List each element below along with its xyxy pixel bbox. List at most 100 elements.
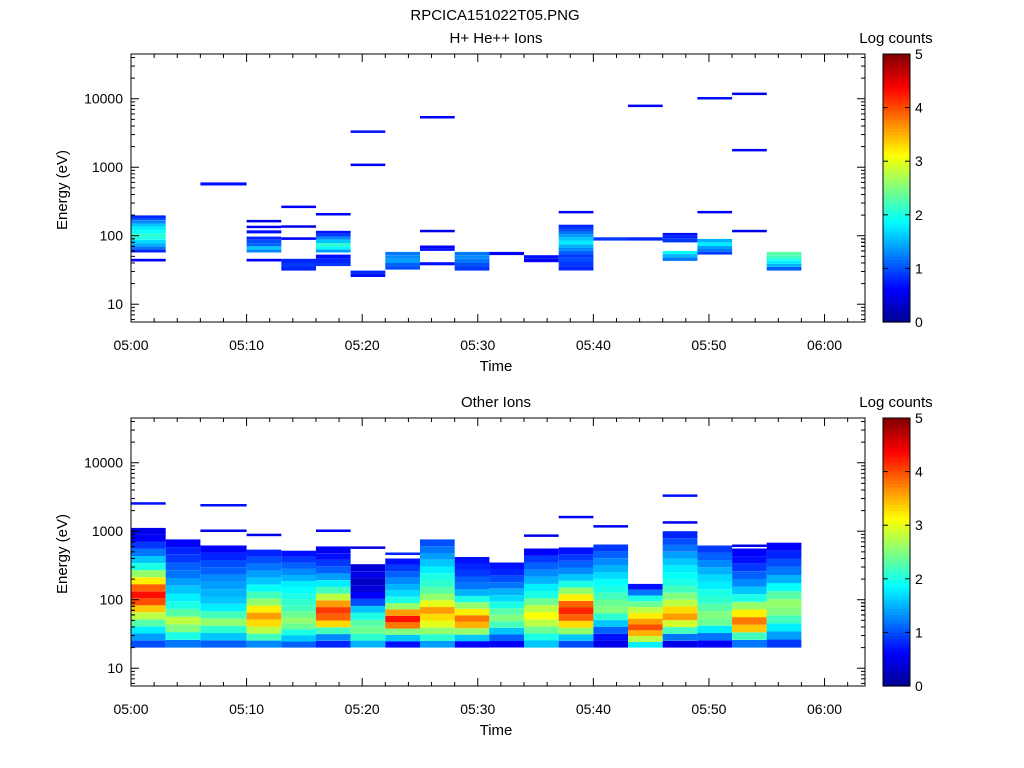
colorbar-frame <box>882 417 911 687</box>
heatmap-cell <box>558 231 594 235</box>
heatmap-cell <box>732 640 767 648</box>
heatmap-cell <box>200 596 247 604</box>
colorbar-swatch <box>883 608 910 613</box>
colorbar-swatch <box>883 498 910 502</box>
colorbar-swatch <box>883 665 910 669</box>
colorbar-swatch <box>883 683 910 687</box>
heatmap-cell <box>281 623 316 630</box>
colorbar-swatch <box>883 223 910 228</box>
heatmap-cell <box>697 574 733 582</box>
colorbar-swatch <box>883 560 910 565</box>
heatmap-cell <box>524 258 559 263</box>
colorbar-swatch <box>883 238 910 243</box>
heatmap-cell <box>131 534 166 542</box>
heatmap-cell <box>131 626 166 634</box>
colorbar-tick-label: 2 <box>915 207 923 223</box>
heatmap-cell <box>350 626 386 634</box>
colorbar-swatch <box>883 635 910 639</box>
heatmap-cell <box>558 560 594 568</box>
heatmap-cell <box>246 591 282 599</box>
heatmap-cell <box>489 641 524 648</box>
heatmap-cell <box>524 626 559 634</box>
heatmap-cell <box>385 258 420 263</box>
heatmap-cell <box>246 533 282 537</box>
heatmap-cell <box>315 566 351 574</box>
heatmap-cell <box>662 633 698 641</box>
heatmap-cell <box>732 579 767 587</box>
heatmap-cell <box>662 544 698 552</box>
heatmap-cell <box>315 620 351 628</box>
heatmap-cell <box>662 254 698 258</box>
heatmap-cell <box>315 559 351 567</box>
colorbar-swatch <box>883 543 910 547</box>
heatmap-cell <box>558 234 594 238</box>
colorbar-swatch <box>883 316 910 320</box>
heatmap-cell <box>246 619 282 627</box>
colorbar-swatch <box>883 557 910 562</box>
heatmap-cell <box>350 273 386 277</box>
heatmap-cell <box>281 562 316 569</box>
colorbar-swatch <box>883 313 910 317</box>
heatmap-cell <box>131 239 166 244</box>
colorbar-swatch <box>883 480 910 485</box>
heatmap-cell <box>766 631 802 640</box>
heatmap-cell <box>350 564 386 572</box>
heatmap-cell <box>165 554 201 563</box>
colorbar-swatch <box>883 680 910 684</box>
heatmap-cell <box>593 578 629 586</box>
heatmap-cell <box>385 641 420 648</box>
heatmap-cell <box>558 620 594 628</box>
heatmap-cell <box>697 589 733 597</box>
colorbar-swatch <box>883 229 910 234</box>
heatmap-cell <box>558 250 594 254</box>
heatmap-cell <box>420 539 455 547</box>
heatmap-cell <box>200 589 247 597</box>
heatmap-cell <box>246 577 282 585</box>
heatmap-cell <box>315 233 351 237</box>
heatmap-cell <box>165 624 201 633</box>
figure-title: RPCICA151022T05.PNG <box>410 7 579 24</box>
colorbar-swatch <box>883 98 910 103</box>
heatmap-cell <box>315 640 351 648</box>
heatmap-cell <box>489 634 524 641</box>
heatmap-cell <box>420 620 455 628</box>
heatmap-cell <box>315 243 351 247</box>
heatmap-cell <box>281 629 316 636</box>
colorbar-swatch <box>883 468 910 473</box>
heatmap-cell <box>385 263 420 267</box>
colorbar-swatch <box>883 510 910 514</box>
heatmap-cell <box>385 615 420 623</box>
heatmap-cell <box>662 257 698 261</box>
heatmap-cell <box>732 601 767 610</box>
colorbar-swatch <box>883 641 910 645</box>
colorbar-swatch <box>883 477 910 482</box>
heatmap-cell <box>131 226 166 231</box>
colorbar-swatch <box>883 161 910 165</box>
heatmap-cell <box>766 550 802 559</box>
heatmap-cell <box>628 595 663 602</box>
heatmap-cell <box>246 556 282 564</box>
heatmap-cell <box>558 627 594 635</box>
colorbar-swatch <box>883 265 910 269</box>
heatmap-cell <box>628 237 663 241</box>
x-tick-label: 05:40 <box>576 337 611 353</box>
heatmap-cell <box>489 608 524 615</box>
colorbar-swatch <box>883 128 910 133</box>
colorbar-swatch <box>883 217 910 222</box>
x-tick-label: 05:30 <box>460 337 495 353</box>
y-axis-label: Energy (eV) <box>54 514 71 594</box>
heatmap-cell <box>350 599 386 606</box>
colorbar-swatch <box>883 587 910 592</box>
heatmap-cell <box>281 593 316 600</box>
heatmap-cell <box>628 612 663 619</box>
heatmap-cell <box>454 563 490 570</box>
colorbar-tick-label: 0 <box>915 314 923 330</box>
colorbar-swatch <box>883 584 910 589</box>
heatmap-cell <box>662 232 698 236</box>
heatmap-cell <box>281 205 316 209</box>
heatmap-cell <box>350 270 386 274</box>
heatmap-cell <box>697 633 733 641</box>
heatmap-cell <box>420 580 455 587</box>
colorbar-swatch <box>883 420 910 425</box>
x-tick-label: 05:40 <box>576 701 611 717</box>
